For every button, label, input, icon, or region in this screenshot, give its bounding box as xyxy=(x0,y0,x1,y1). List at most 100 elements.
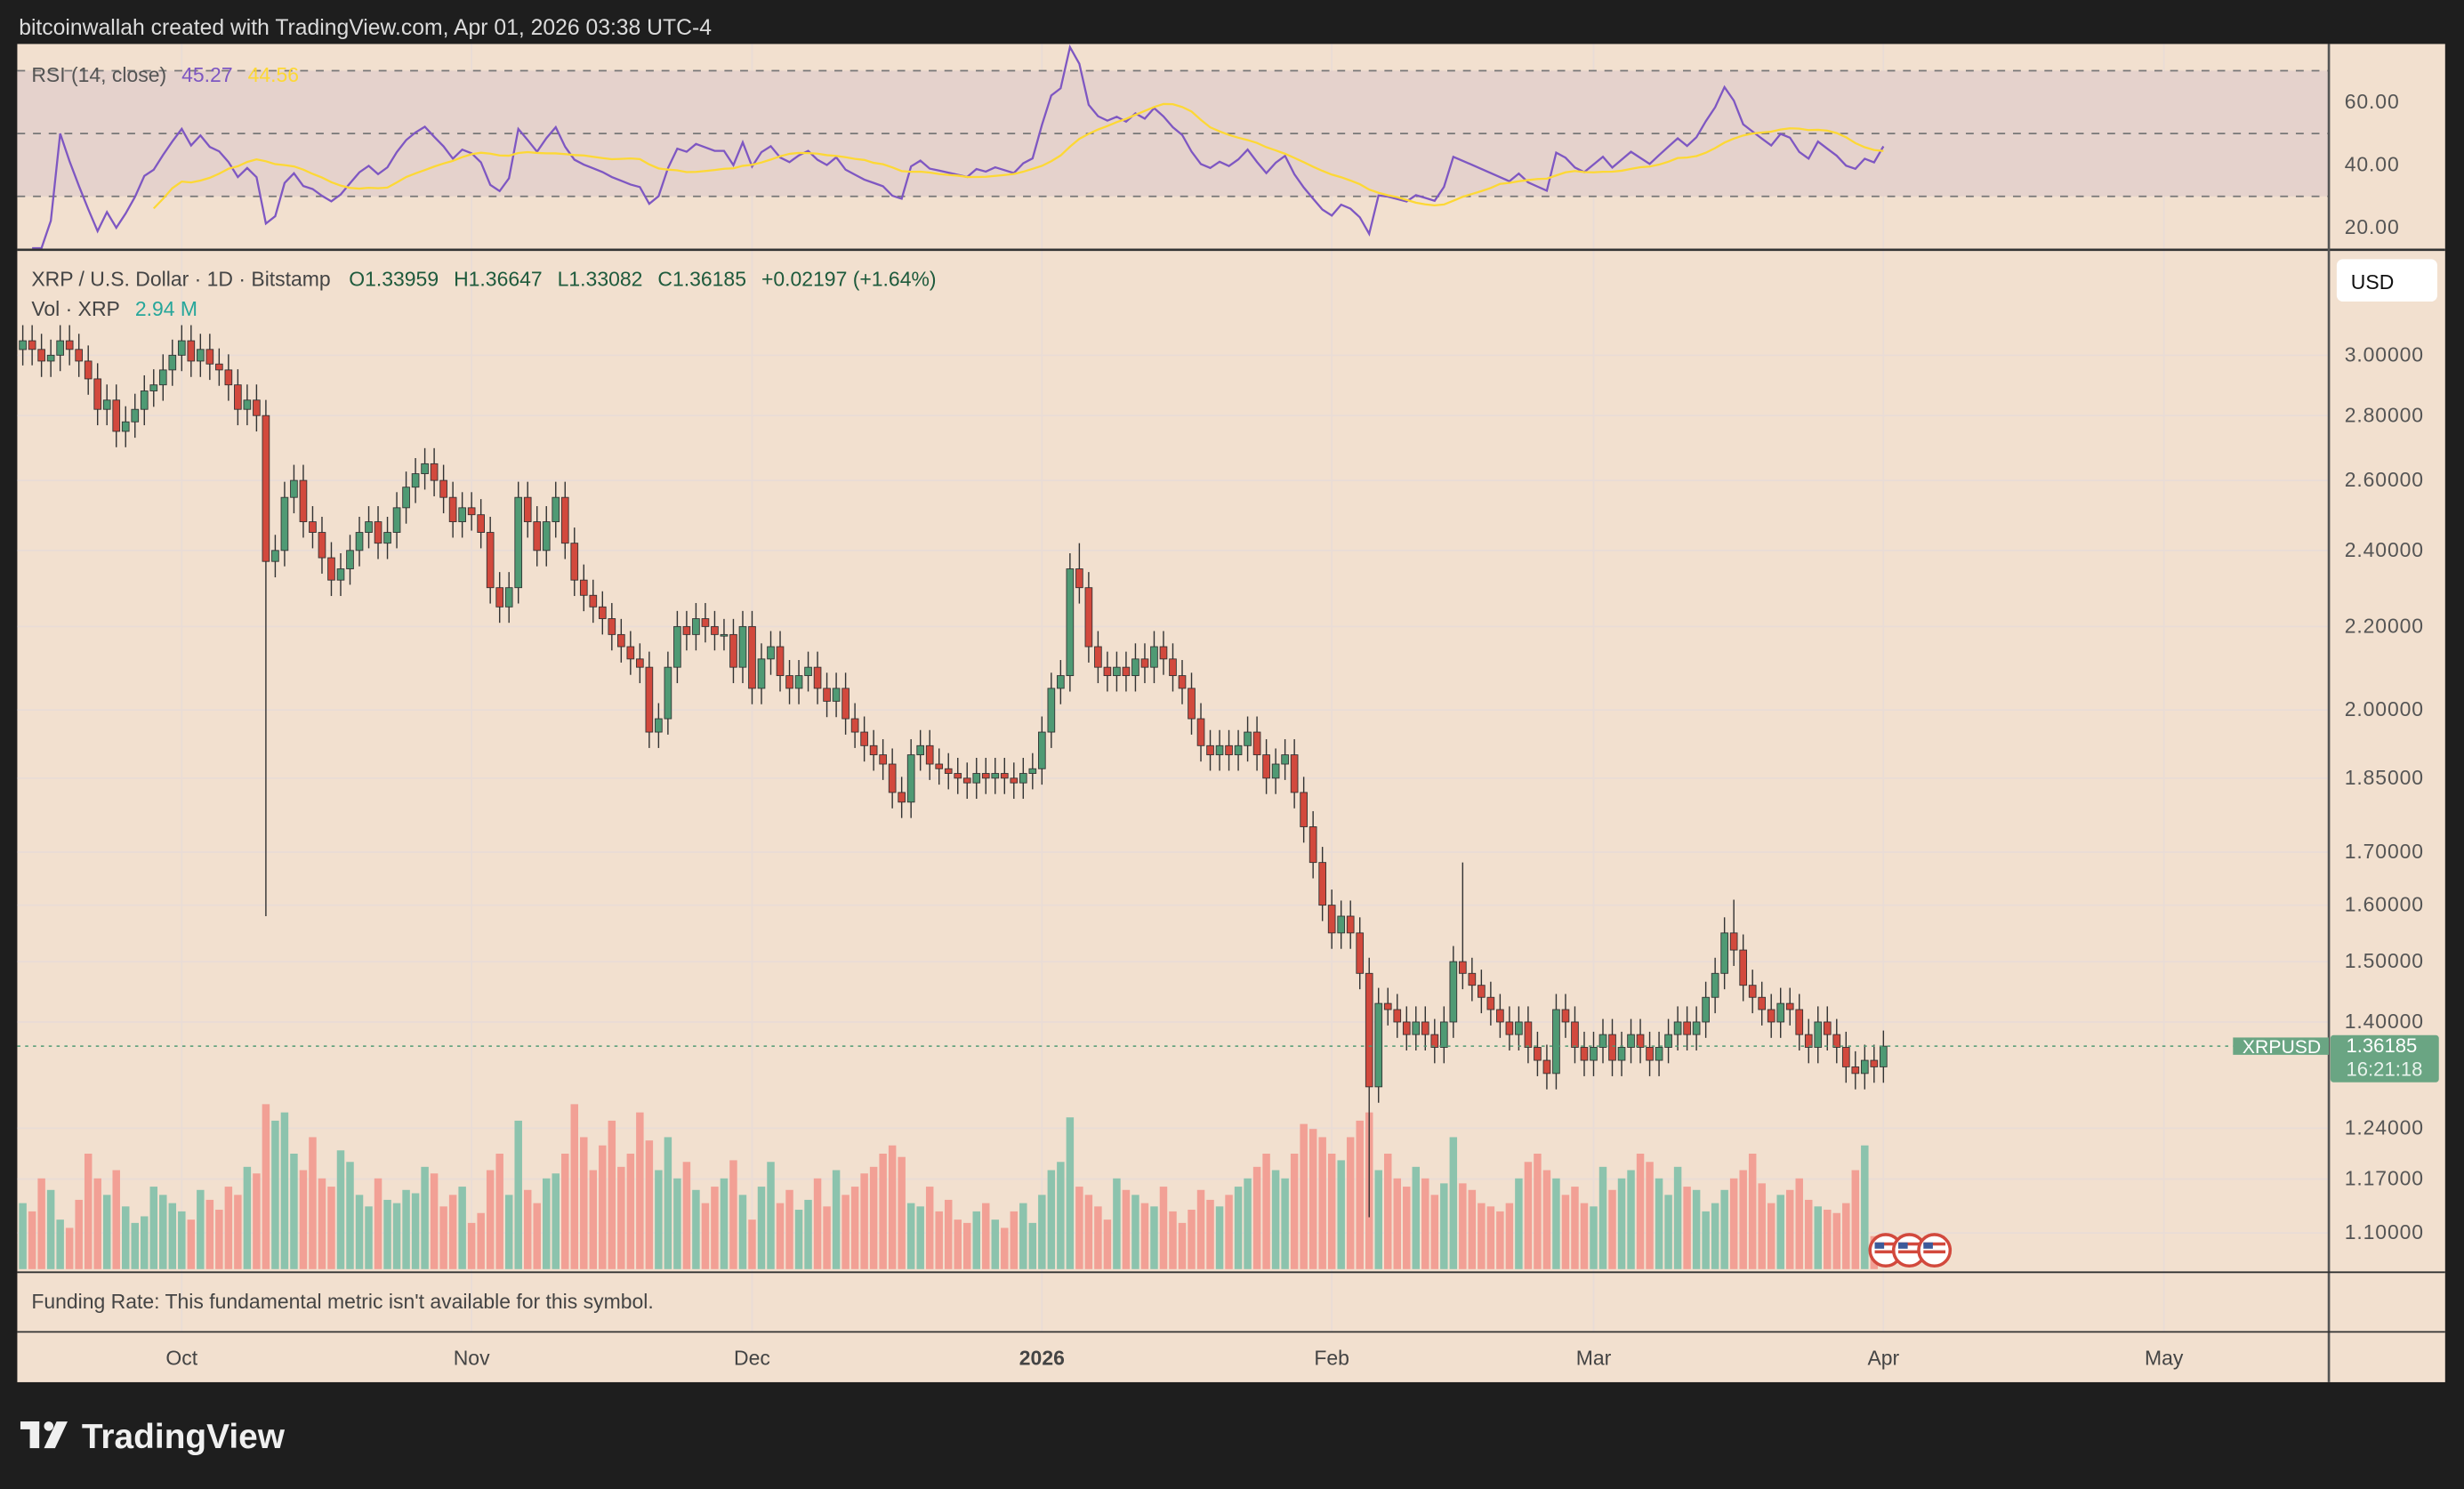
volume-bar xyxy=(1019,1203,1027,1269)
volume-bar xyxy=(374,1178,382,1269)
volume-bar xyxy=(1038,1195,1046,1269)
volume-bar xyxy=(1646,1162,1654,1269)
us-flag-event-icon[interactable] xyxy=(1868,1233,1904,1268)
candle-up xyxy=(692,618,700,635)
volume-bar xyxy=(486,1170,495,1269)
volume-bar xyxy=(1580,1203,1589,1269)
time-axis[interactable]: Oct Nov Dec 2026 Feb Mar Apr May xyxy=(165,1347,2183,1370)
candle-up xyxy=(355,532,364,551)
volume-bar xyxy=(28,1211,36,1269)
volume-bar xyxy=(253,1173,261,1269)
volume-bar xyxy=(1814,1206,1822,1269)
volume-bar xyxy=(1346,1137,1355,1269)
volume-bar xyxy=(879,1153,887,1269)
volume-bar xyxy=(1542,1170,1551,1269)
candle-down xyxy=(608,618,616,635)
volume-bar xyxy=(178,1211,186,1269)
volume-bar xyxy=(1374,1170,1382,1269)
volume-bar xyxy=(112,1170,120,1269)
volume-bar xyxy=(1440,1183,1448,1269)
candle-down xyxy=(570,543,579,581)
volume-bar xyxy=(617,1166,625,1269)
last-price-tags: XRPUSD 1.36185 16:21:18 xyxy=(2233,1034,2439,1083)
candle-down xyxy=(776,646,785,677)
candle-up xyxy=(552,496,560,523)
volume-bar xyxy=(898,1156,906,1269)
funding-rate-message: Funding Rate: This fundamental metric is… xyxy=(31,1290,653,1313)
us-flag-event-icon[interactable] xyxy=(1891,1233,1927,1268)
volume-legend[interactable]: Vol · XRP 2.94 M xyxy=(31,297,197,320)
volume-bar xyxy=(1384,1153,1392,1269)
price-axis[interactable]: 3.00000 2.80000 2.60000 2.40000 2.20000 2.000… xyxy=(2345,342,2424,1244)
volume-bar xyxy=(159,1195,167,1269)
volume-bar xyxy=(346,1162,354,1269)
candle-up xyxy=(514,496,523,589)
tradingview-logo[interactable]: TradingView xyxy=(20,1418,286,1456)
candle-up xyxy=(1281,754,1289,765)
volume-bar xyxy=(813,1178,822,1269)
volume-bar xyxy=(1795,1178,1803,1269)
candle-down xyxy=(1346,915,1355,934)
volume-bar xyxy=(205,1199,214,1269)
symbol-legend[interactable]: XRP / U.S. Dollar · 1D · Bitstamp O1.339… xyxy=(31,267,936,290)
candle-up xyxy=(1664,1034,1672,1048)
volume-bar xyxy=(121,1206,130,1269)
candle-up xyxy=(121,421,130,432)
volume-bar xyxy=(888,1145,897,1269)
volume-bar xyxy=(711,1187,719,1269)
us-flag-event-icon[interactable] xyxy=(1917,1233,1953,1268)
volume-bar xyxy=(299,1170,308,1269)
volume-bar xyxy=(1776,1195,1784,1269)
rsi-legend[interactable]: RSI (14, close) 45.27 44.56 xyxy=(31,63,299,86)
economic-events[interactable] xyxy=(1868,1233,1953,1268)
volume-bar xyxy=(392,1203,401,1269)
candle-up xyxy=(504,587,513,608)
candle-up xyxy=(916,744,925,756)
candle-up xyxy=(655,718,663,733)
candle-down xyxy=(589,594,598,608)
volume-bar xyxy=(37,1178,45,1269)
candle-down xyxy=(205,349,214,365)
candle-down xyxy=(1468,972,1477,986)
candle-up xyxy=(757,658,766,689)
currency-button[interactable]: USD xyxy=(2336,259,2437,302)
candle-down xyxy=(823,688,831,702)
volume-bar xyxy=(243,1166,252,1269)
candle-down xyxy=(1524,1021,1533,1048)
volume-bar xyxy=(234,1195,242,1269)
volume-bar xyxy=(1001,1227,1009,1269)
candle-down xyxy=(1505,1021,1514,1035)
candle-down xyxy=(477,514,485,533)
volume-bar xyxy=(448,1195,457,1269)
candle-down xyxy=(645,666,654,733)
candle-up xyxy=(1673,1021,1682,1035)
price-change: +0.02197 (+1.64%) xyxy=(761,267,937,290)
volume-bar xyxy=(1534,1153,1542,1269)
candle-down xyxy=(253,399,261,416)
volume-bar xyxy=(1271,1170,1280,1269)
time-tick-label: Oct xyxy=(165,1347,197,1370)
candle-up xyxy=(402,487,410,509)
candle-down xyxy=(1300,792,1308,827)
candle-down xyxy=(1804,1034,1813,1048)
candle-up xyxy=(1038,731,1046,769)
volume-bar xyxy=(1571,1187,1579,1269)
candle-down xyxy=(1402,1021,1411,1035)
candle-down xyxy=(84,360,93,380)
rsi-tick-label: 60.00 xyxy=(2345,90,2400,113)
price-tick-label: 1.85000 xyxy=(2345,766,2424,789)
price-tick-label: 1.40000 xyxy=(2345,1010,2424,1033)
volume-bar xyxy=(458,1187,466,1269)
candle-up xyxy=(336,568,345,581)
volume-bar xyxy=(832,1170,841,1269)
volume-bar xyxy=(767,1162,775,1269)
volume-bar xyxy=(561,1153,569,1269)
candle-down xyxy=(1094,646,1102,668)
candle-down xyxy=(1459,961,1467,974)
candle-up xyxy=(1702,996,1710,1023)
candle-up xyxy=(196,349,205,362)
candle-down xyxy=(262,415,270,562)
candle-down xyxy=(28,340,36,350)
candle-up xyxy=(767,646,775,660)
chart-background xyxy=(17,44,2445,1382)
